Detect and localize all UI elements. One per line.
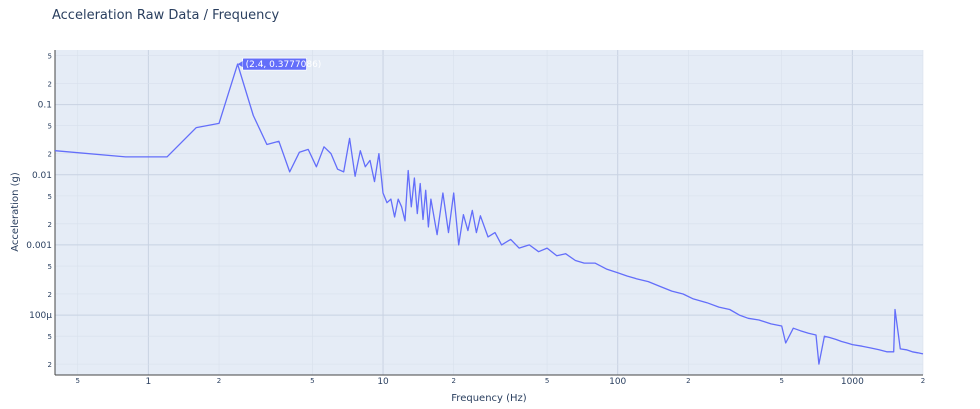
- y-tick-label: 5: [48, 263, 52, 271]
- y-tick-label: 0.001: [26, 241, 52, 251]
- x-tick-label: 10: [377, 377, 389, 387]
- y-tick-label: 2: [48, 221, 52, 229]
- x-tick-label: 2: [217, 377, 221, 385]
- y-tick-label: 2: [48, 151, 52, 159]
- hover-label: (2.4, 0.3777086): [237, 57, 322, 71]
- x-tick-label: 1000: [841, 377, 864, 387]
- y-tick-label: 2: [48, 291, 52, 299]
- x-tick-label: 2: [451, 377, 455, 385]
- x-tick-label: 2: [686, 377, 690, 385]
- y-tick-label: 5: [48, 53, 52, 61]
- y-tick-label: 100μ: [29, 311, 52, 321]
- x-tick-label: 5: [310, 377, 314, 385]
- hover-label-text: (2.4, 0.3777086): [246, 60, 322, 70]
- plot-area[interactable]: [55, 50, 923, 375]
- x-tick-label: 100: [609, 377, 626, 387]
- chart-title: Acceleration Raw Data / Frequency: [52, 8, 280, 23]
- grid-lines: [55, 50, 924, 375]
- y-tick-label: 5: [48, 333, 52, 341]
- y-tick-label: 2: [48, 80, 52, 88]
- x-tick-label: 5: [545, 377, 549, 385]
- y-axis-title: Acceleration (g): [10, 172, 21, 252]
- y-tick-label: 0.01: [32, 171, 52, 181]
- y-tick-label: 0.1: [38, 101, 52, 111]
- y-tick-label: 2: [48, 361, 52, 369]
- acceleration-series-line[interactable]: [54, 63, 924, 365]
- x-tick-label: 5: [779, 377, 783, 385]
- x-tick-label: 2: [921, 377, 925, 385]
- x-tick-label: 5: [76, 377, 80, 385]
- y-tick-label: 5: [48, 193, 52, 201]
- y-tick-label: 5: [48, 123, 52, 131]
- hover-label-pointer: [237, 61, 243, 68]
- x-tick-label: 1: [146, 377, 152, 387]
- y-axis-ticks: 5 2 0.1 5 2 0.01 5 2 0.001 5 2 100μ 5 2: [26, 53, 52, 370]
- x-axis-ticks: 5 1 2 5 10 2 5 100 2 5 1000 2: [76, 377, 926, 387]
- x-axis-title: Frequency (Hz): [451, 393, 527, 404]
